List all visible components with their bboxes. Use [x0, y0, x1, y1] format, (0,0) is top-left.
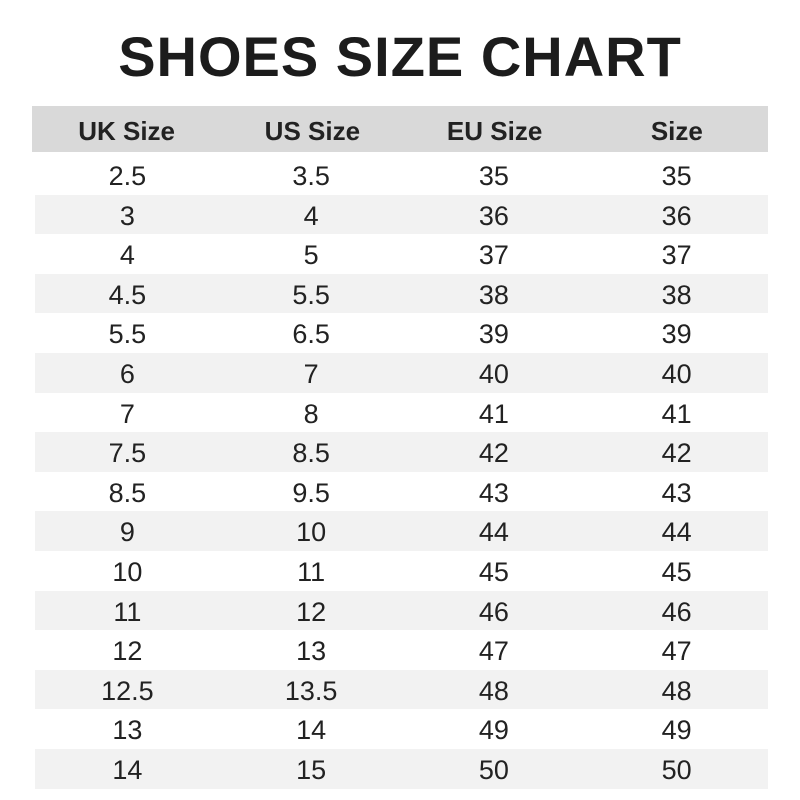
cell-eu-size: 36 — [478, 200, 509, 231]
table-row: 12 13 47 47 — [35, 630, 768, 670]
cell-eu-size: 39 — [478, 319, 509, 350]
cell-size: 36 — [661, 200, 692, 231]
cell-uk-size: 10 — [112, 556, 143, 587]
cell-eu-size: 40 — [478, 358, 509, 389]
cell-size: 40 — [661, 358, 692, 389]
cell-uk-size: 5.5 — [108, 319, 147, 350]
cell-us-size: 5.5 — [292, 279, 330, 310]
cell-uk-size: 12 — [112, 636, 143, 667]
table-body: 2.5 3.5 35 35 3 4 36 36 4 5 37 37 4.5 5.5 38 38 5.5 6.5 39… — [35, 155, 768, 789]
table-row: 11 12 46 46 — [35, 590, 768, 631]
cell-us-size: 8 — [303, 398, 319, 429]
table-header: UK Size US Size EU Size Size — [32, 106, 768, 152]
cell-size: 48 — [661, 675, 692, 706]
cell-uk-size: 7.5 — [108, 438, 147, 469]
cell-eu-size: 46 — [478, 596, 509, 627]
table-row: 4.5 5.5 38 38 — [35, 273, 768, 314]
cell-eu-size: 50 — [478, 754, 509, 785]
cell-eu-size: 37 — [478, 240, 509, 271]
table-row: 8.5 9.5 43 43 — [35, 472, 768, 512]
cell-us-size: 13.5 — [284, 675, 338, 706]
header-size: Size — [650, 116, 703, 146]
cell-us-size: 8.5 — [292, 438, 330, 469]
cell-uk-size: 14 — [112, 754, 143, 785]
cell-eu-size: 49 — [478, 715, 509, 746]
cell-size: 43 — [661, 477, 692, 508]
cell-uk-size: 12.5 — [101, 675, 154, 706]
cell-eu-size: 38 — [478, 279, 509, 310]
table-row: 4 5 37 37 — [35, 234, 768, 274]
cell-size: 44 — [661, 517, 692, 548]
cell-size: 49 — [661, 715, 692, 746]
cell-uk-size: 6 — [119, 358, 135, 389]
cell-us-size: 5 — [303, 240, 319, 271]
cell-size: 35 — [661, 161, 692, 191]
cell-size: 42 — [661, 438, 692, 469]
cell-uk-size: 11 — [113, 596, 142, 627]
cell-uk-size: 9 — [119, 517, 135, 548]
cell-size: 38 — [661, 279, 692, 310]
cell-us-size: 3.5 — [292, 161, 330, 191]
cell-eu-size: 44 — [478, 517, 509, 548]
cell-size: 45 — [661, 556, 692, 587]
cell-us-size: 15 — [296, 754, 327, 785]
cell-uk-size: 13 — [112, 715, 143, 746]
table-row: 13 14 49 49 — [35, 709, 768, 749]
table-row: 9 10 44 44 — [35, 511, 768, 551]
header-us-size: US Size — [264, 116, 361, 146]
cell-us-size: 11 — [297, 556, 326, 587]
table-row: 12.5 13.5 48 48 — [35, 669, 768, 710]
table-row: 10 11 45 45 — [35, 551, 768, 591]
header-eu-size: EU Size — [446, 116, 543, 146]
cell-us-size: 4 — [303, 200, 319, 231]
cell-us-size: 12 — [296, 596, 327, 627]
cell-eu-size: 41 — [478, 398, 509, 429]
table-row: 5.5 6.5 39 39 — [35, 313, 768, 353]
cell-us-size: 13 — [296, 636, 327, 667]
table-row: 6 7 40 40 — [35, 352, 768, 393]
cell-eu-size: 48 — [478, 675, 509, 706]
cell-eu-size: 47 — [478, 636, 509, 667]
cell-uk-size: 2.5 — [108, 161, 147, 191]
cell-uk-size: 4 — [119, 240, 135, 271]
cell-size: 37 — [661, 240, 692, 271]
cell-eu-size: 35 — [478, 161, 509, 191]
cell-uk-size: 7 — [119, 398, 135, 429]
cell-us-size: 6.5 — [292, 319, 330, 350]
table-row: 7 8 41 41 — [35, 393, 768, 433]
cell-size: 46 — [661, 596, 692, 627]
cell-us-size: 7 — [303, 358, 319, 389]
table-row: 14 15 50 50 — [35, 748, 768, 789]
cell-eu-size: 43 — [478, 477, 509, 508]
header-uk-size: UK Size — [78, 116, 176, 146]
cell-size: 50 — [661, 754, 692, 785]
cell-uk-size: 8.5 — [108, 477, 147, 508]
cell-uk-size: 4.5 — [108, 279, 147, 310]
cell-size: 41 — [661, 398, 692, 429]
cell-us-size: 9.5 — [292, 477, 330, 508]
cell-size: 39 — [661, 319, 692, 350]
cell-uk-size: 3 — [119, 200, 135, 231]
table-row: 2.5 3.5 35 35 — [35, 155, 768, 195]
table-row: 7.5 8.5 42 42 — [35, 432, 768, 472]
cell-eu-size: 45 — [478, 556, 509, 587]
page-title: SHOES SIZE CHART — [118, 25, 682, 88]
cell-us-size: 14 — [296, 715, 327, 746]
cell-us-size: 10 — [296, 517, 327, 548]
table-row: 3 4 36 36 — [35, 194, 768, 235]
cell-eu-size: 42 — [478, 438, 509, 469]
cell-size: 47 — [661, 636, 692, 667]
